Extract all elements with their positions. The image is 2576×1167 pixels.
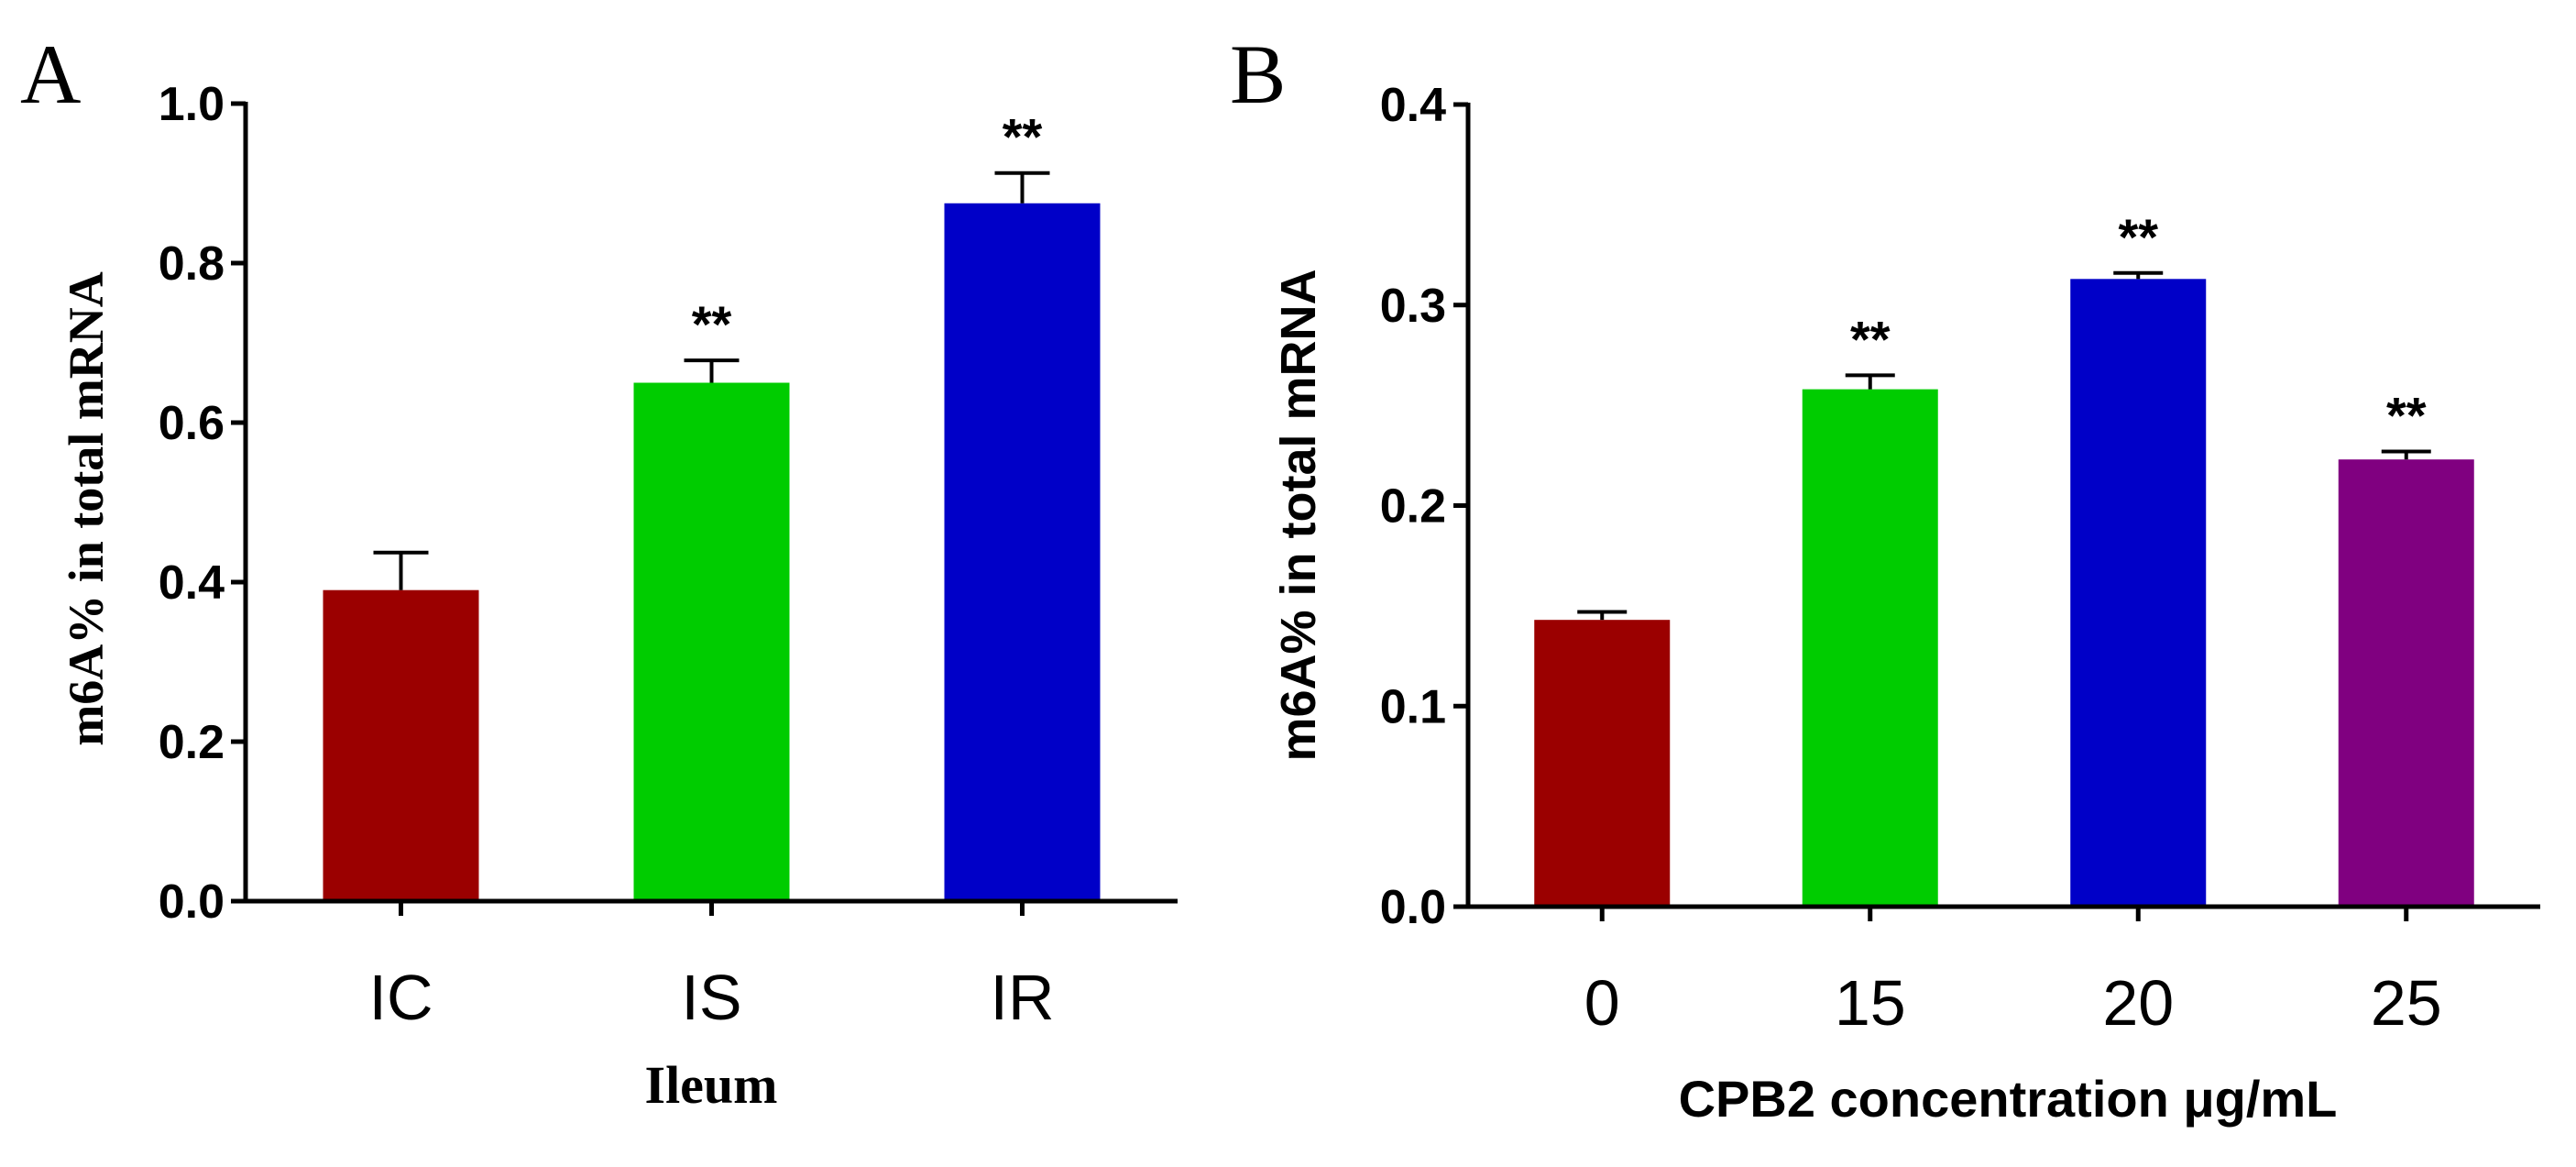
panel-b-bar-20 xyxy=(2070,279,2207,907)
panel-b-letter: B xyxy=(1230,28,1286,121)
panel-a-bars xyxy=(323,203,1101,901)
panel-a-y-tick-label: 0.0 xyxy=(159,875,225,929)
panel-a: A ** ** 0.0 0.2 0.4 0.6 0.8 1.0 IC IS IR m6A% in… xyxy=(20,28,1178,1115)
panel-a-y-tick-label: 0.2 xyxy=(159,716,225,769)
panel-a-x-tick-label: IC xyxy=(369,962,433,1033)
panel-a-significance-marker: ** xyxy=(1003,108,1043,166)
panel-a-x-axis-label: Ileum xyxy=(645,1055,778,1115)
panel-b-x-tick-label: 25 xyxy=(2371,967,2442,1039)
panel-b-x-tick-label: 0 xyxy=(1584,967,1620,1039)
panel-b-error-bar xyxy=(2113,270,2164,280)
panel-b-error-bar xyxy=(2381,449,2431,460)
panel-a-x-tick-label: IR xyxy=(991,962,1055,1033)
panel-a-x-ticks: IC IS IR xyxy=(369,901,1055,1033)
panel-b-y-axis-label: m6A% in total mRNA xyxy=(1271,269,1326,761)
panel-b-x-tick-label: 15 xyxy=(1835,967,1906,1039)
panel-a-error-bar xyxy=(373,550,429,590)
panel-b-bar-25 xyxy=(2338,459,2474,907)
panel-a-letter: A xyxy=(20,28,81,121)
panel-b-x-tick-label: 20 xyxy=(2102,967,2174,1039)
panel-a-error-bar xyxy=(684,358,740,383)
panel-a-bar-is xyxy=(633,382,790,901)
panel-b-y-tick-label: 0.0 xyxy=(1380,881,1446,934)
panel-b-bar-0 xyxy=(1534,620,1671,907)
panel-a-error-bar xyxy=(994,171,1050,204)
panel-b-x-axis-label: CPB2 concentration μg/mL xyxy=(1679,1070,2338,1128)
panel-a-y-tick-label: 0.8 xyxy=(159,237,225,291)
panel-a-significance: ** ** xyxy=(692,108,1043,353)
panel-a-significance-marker: ** xyxy=(692,295,732,353)
panel-b-bar-15 xyxy=(1802,389,1938,907)
panel-b-significance-marker: ** xyxy=(2386,386,2427,444)
panel-a-x-tick-label: IS xyxy=(681,962,741,1033)
panel-a-bar-ir xyxy=(944,203,1101,901)
panel-b-significance-marker: ** xyxy=(1850,310,1891,368)
panel-a-y-ticks: 0.0 0.2 0.4 0.6 0.8 1.0 xyxy=(159,78,246,929)
panel-a-y-tick-label: 1.0 xyxy=(159,78,225,131)
panel-a-y-tick-label: 0.6 xyxy=(159,397,225,450)
panel-b-y-tick-label: 0.1 xyxy=(1380,680,1446,733)
panel-a-error-bars xyxy=(373,171,1050,590)
panel-b-significance: ** ** ** xyxy=(1850,208,2427,445)
panel-b-y-ticks: 0.0 0.1 0.2 0.3 0.4 xyxy=(1380,79,1468,934)
panel-b-y-tick-label: 0.2 xyxy=(1380,480,1446,534)
panel-a-bar-ic xyxy=(323,589,479,901)
panel-b-error-bar xyxy=(1577,610,1628,621)
panel-b-significance-marker: ** xyxy=(2118,208,2158,266)
panel-b: B ** ** ** 0.0 0.1 0.2 0.3 0.4 0 15 20 25 m6A% in… xyxy=(1230,28,2540,1128)
panel-b-y-tick-label: 0.4 xyxy=(1380,79,1446,132)
panel-b-error-bar xyxy=(1845,373,1895,390)
panel-b-y-tick-label: 0.3 xyxy=(1380,280,1446,333)
panel-b-bars xyxy=(1534,279,2474,907)
panel-a-y-axis-label: m6A% in total mRNA xyxy=(59,271,114,745)
panel-b-error-bars xyxy=(1577,270,2431,621)
panel-b-x-ticks: 0 15 20 25 xyxy=(1584,907,2442,1039)
panel-a-y-tick-label: 0.4 xyxy=(159,556,225,610)
